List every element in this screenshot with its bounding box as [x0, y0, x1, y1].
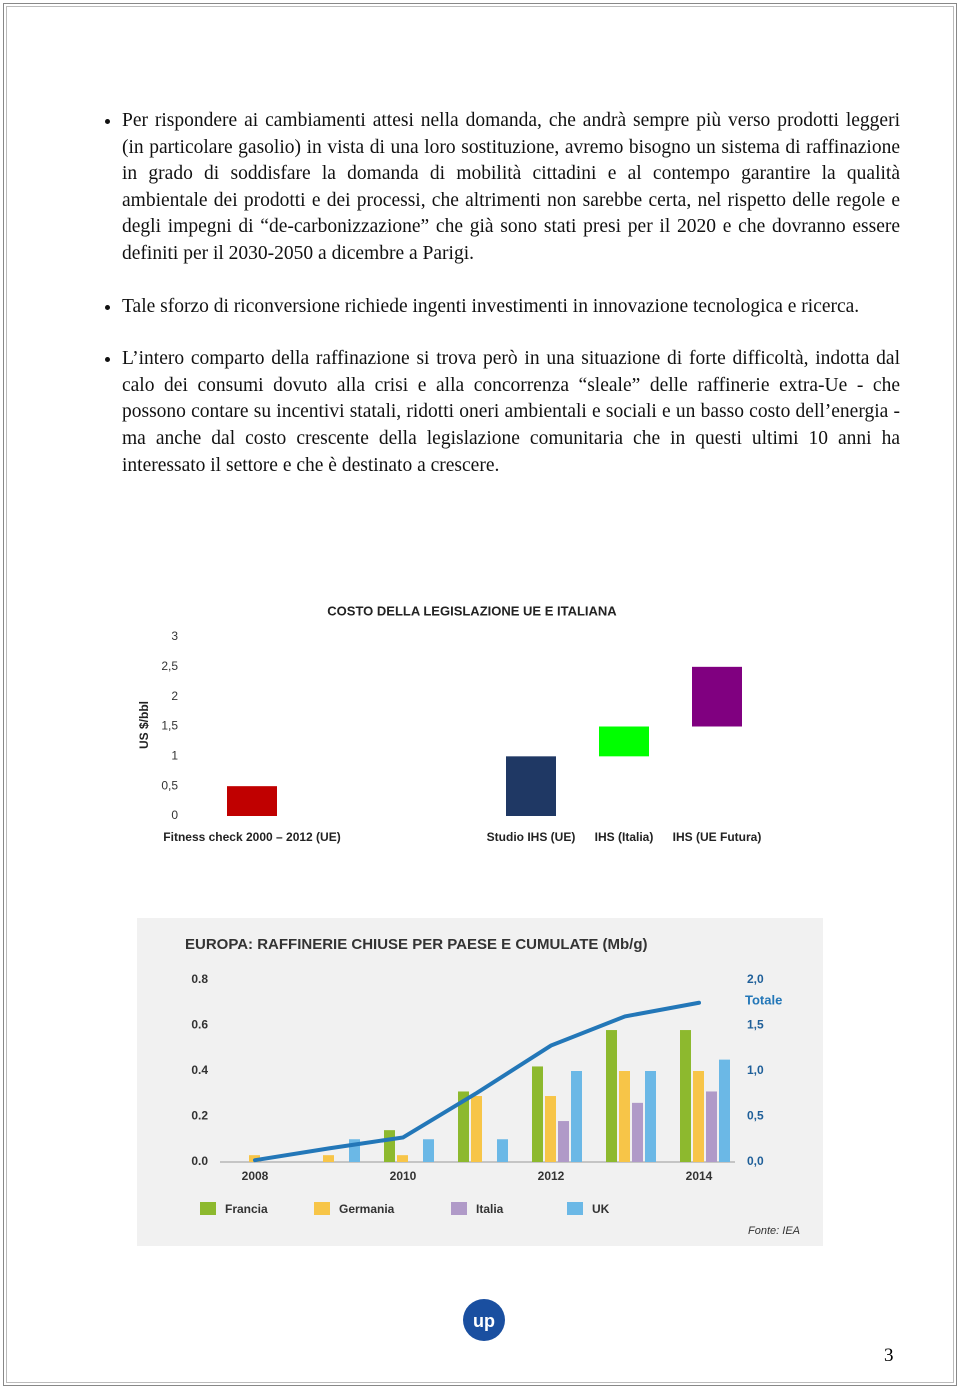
- x-tick-label: Fitness check 2000 – 2012 (UE): [163, 830, 340, 844]
- bar: [384, 1130, 395, 1162]
- bar: [599, 726, 649, 757]
- bar: [458, 1091, 469, 1162]
- x-tick-label: 2014: [686, 1169, 713, 1183]
- source-note: Fonte: IEA: [748, 1225, 800, 1237]
- paragraph: Per rispondere ai cambiamenti attesi nel…: [122, 108, 900, 268]
- y-tick-label: 1,5: [161, 719, 178, 733]
- legend-swatch: [451, 1202, 467, 1215]
- bar: [506, 756, 556, 816]
- x-tick-label: Studio IHS (UE): [487, 830, 576, 844]
- bullet-list: Per rispondere ai cambiamenti attesi nel…: [122, 108, 900, 505]
- bar: [423, 1139, 434, 1162]
- bar: [497, 1139, 508, 1162]
- y2-tick-label: 1,5: [747, 1018, 764, 1032]
- bar: [545, 1096, 556, 1162]
- x-tick-label: IHS (UE Futura): [673, 830, 762, 844]
- x-tick-label: 2010: [390, 1169, 417, 1183]
- y2-tick-label: 0,0: [747, 1154, 764, 1168]
- x-tick-label: 2008: [242, 1169, 269, 1183]
- y-tick-label: 0: [171, 808, 178, 822]
- bar: [397, 1155, 408, 1162]
- bar: [706, 1091, 717, 1162]
- chart-title: COSTO DELLA LEGISLAZIONE UE E ITALIANA: [327, 603, 617, 618]
- bar: [680, 1030, 691, 1162]
- legend-label: Italia: [476, 1202, 504, 1216]
- bar: [719, 1059, 730, 1162]
- line: [253, 1000, 701, 1163]
- bar: [692, 666, 742, 727]
- bar: [323, 1155, 334, 1162]
- y-tick-label: 3: [171, 629, 178, 643]
- y-tick-label: 0.2: [191, 1109, 208, 1123]
- bar: [558, 1121, 569, 1162]
- bar: [619, 1071, 630, 1162]
- bar: [532, 1066, 543, 1162]
- y-tick-label: 0.8: [191, 972, 208, 986]
- y2-tick-label: 1,0: [747, 1063, 764, 1077]
- x-tick-label: IHS (Italia): [595, 830, 654, 844]
- y-tick-label: 1: [171, 749, 178, 763]
- x-tick-label: 2012: [538, 1169, 565, 1183]
- y-tick-label: 0.4: [191, 1063, 208, 1077]
- paragraph: Tale sforzo di riconversione richiede in…: [122, 294, 900, 321]
- legend-label: Germania: [339, 1202, 395, 1216]
- y-axis-label: US $/bbl: [137, 701, 151, 749]
- legend-swatch: [314, 1202, 330, 1215]
- chart-background: [137, 918, 823, 1246]
- bar: [571, 1071, 582, 1162]
- bar: [606, 1030, 617, 1162]
- bar: [471, 1096, 482, 1162]
- legend-swatch: [567, 1202, 583, 1215]
- page-frame: [3, 3, 957, 1386]
- bar: [227, 786, 277, 816]
- y2-tick-label: 2,0: [747, 972, 764, 986]
- legend-label: UK: [592, 1202, 610, 1216]
- bar: [693, 1071, 704, 1162]
- y-tick-label: 0.0: [191, 1154, 208, 1168]
- y-tick-label: 2: [171, 689, 178, 703]
- legend-label: Francia: [225, 1202, 268, 1216]
- line-label: Totale: [745, 992, 782, 1007]
- y2-tick-label: 0,5: [747, 1109, 764, 1123]
- page-number: 3: [884, 1345, 894, 1366]
- bar: [349, 1139, 360, 1162]
- chart-title: EUROPA: RAFFINERIE CHIUSE PER PAESE E CU…: [185, 936, 648, 953]
- paragraph: L’intero comparto della raffinazione si …: [122, 346, 900, 479]
- legend-swatch: [200, 1202, 216, 1215]
- logo: up: [473, 1311, 495, 1331]
- bar: [645, 1071, 656, 1162]
- y-tick-label: 0.6: [191, 1018, 208, 1032]
- bar: [632, 1102, 643, 1162]
- y-tick-label: 2,5: [161, 659, 178, 673]
- logo-circle: [463, 1299, 505, 1341]
- y-tick-label: 0,5: [161, 778, 178, 792]
